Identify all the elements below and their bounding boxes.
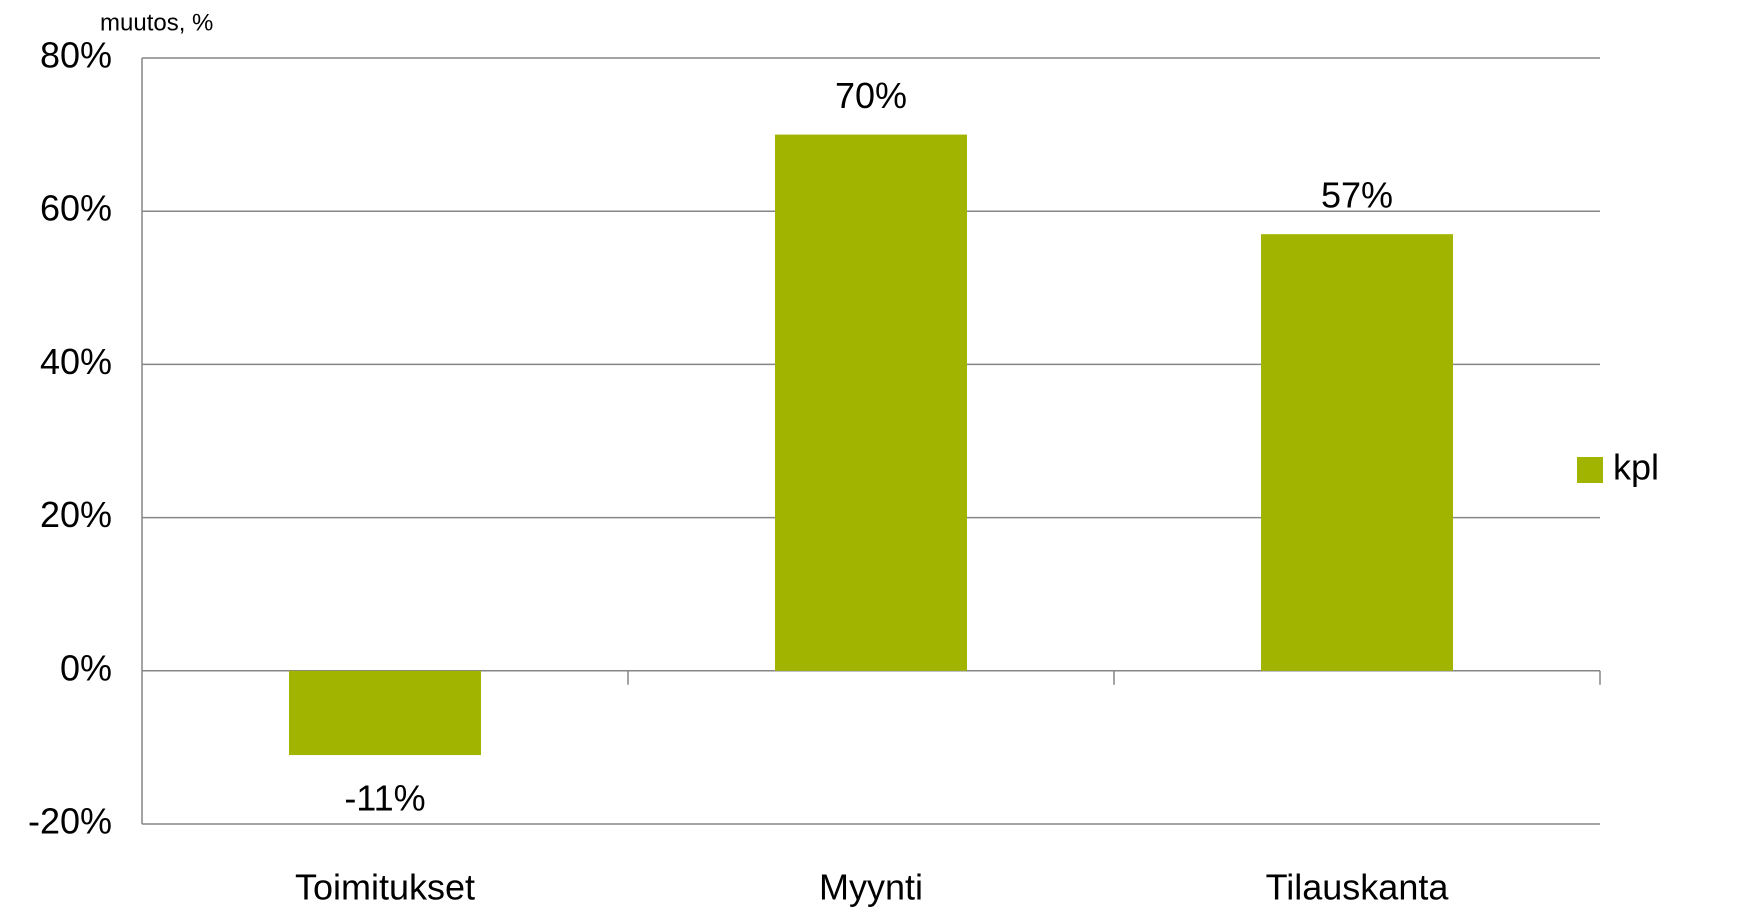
bar [775,134,967,671]
data-label: 57% [1321,175,1393,216]
legend-label: kpl [1613,447,1659,488]
legend-swatch [1577,457,1603,483]
x-tick-label: Tilauskanta [1266,867,1450,907]
bar [1261,234,1453,671]
data-label: 70% [835,75,907,116]
y-axis-label: muutos, % [100,9,213,36]
bar [289,670,481,756]
y-tick-label: 20% [40,494,112,535]
x-tick-label: Myynti [819,867,923,907]
y-tick-label: 60% [40,188,112,229]
y-tick-label: 0% [60,647,112,688]
y-tick-label: 80% [40,35,112,76]
data-label: -11% [344,778,425,819]
x-tick-label: Toimitukset [295,867,475,907]
y-tick-label: -20% [28,801,112,842]
y-tick-label: 40% [40,341,112,382]
